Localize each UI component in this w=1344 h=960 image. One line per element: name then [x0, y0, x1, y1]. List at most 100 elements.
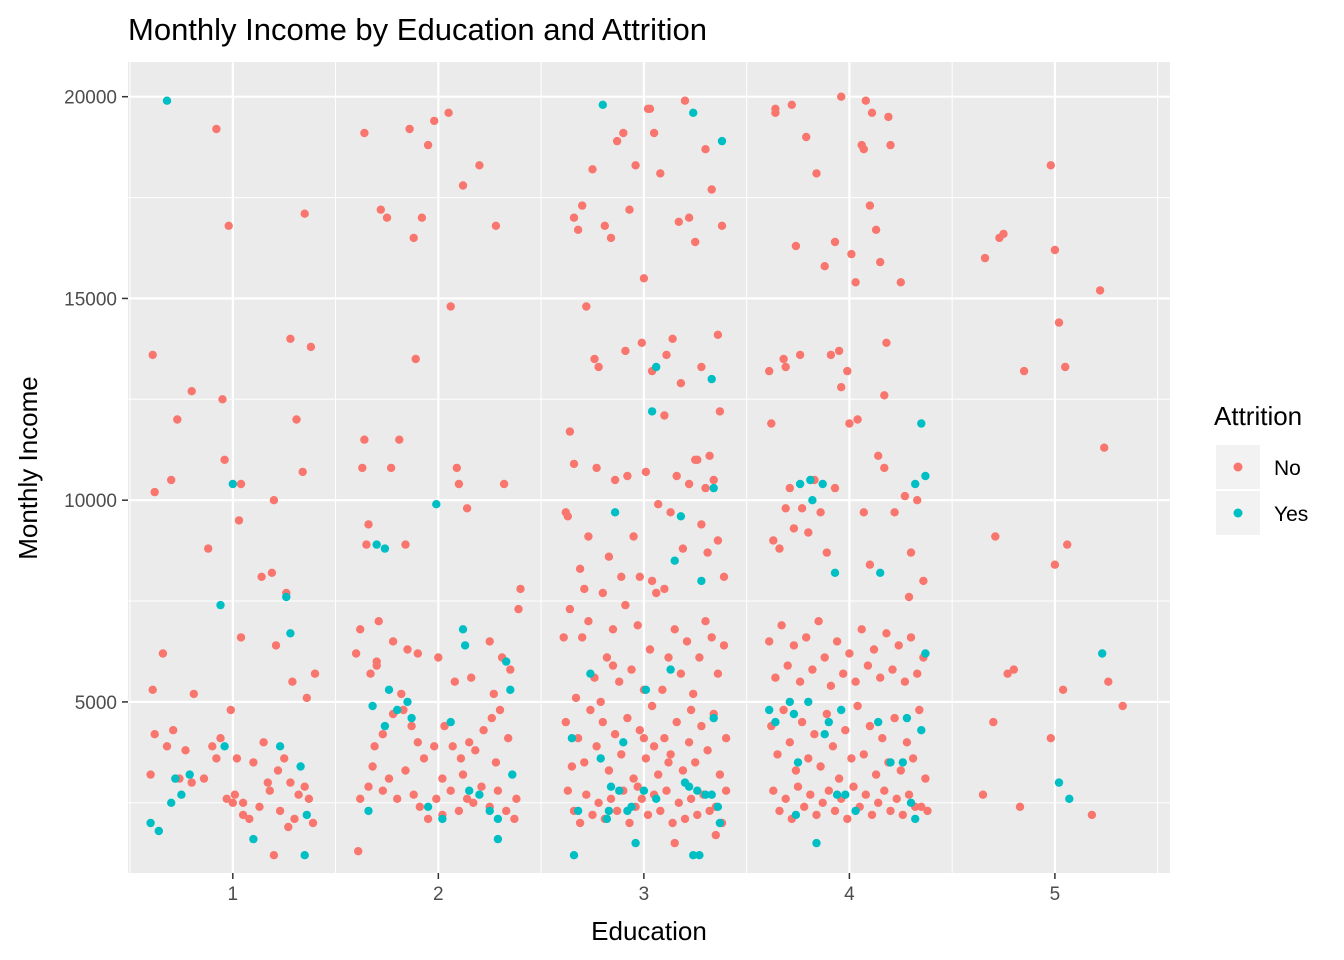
data-point: [830, 806, 840, 816]
data-point: [286, 629, 295, 638]
data-point: [502, 657, 511, 666]
data-point: [884, 112, 893, 122]
data-point: [444, 108, 453, 118]
data-point: [845, 419, 854, 428]
data-point: [654, 770, 663, 779]
data-point: [296, 762, 305, 771]
data-point: [559, 633, 568, 642]
data-point: [228, 798, 237, 807]
data-point: [775, 806, 784, 816]
data-point: [471, 746, 480, 755]
data-point: [148, 350, 157, 360]
data-point: [380, 721, 390, 731]
data-point: [684, 782, 694, 791]
data-point: [802, 633, 811, 642]
data-point: [711, 830, 720, 840]
data-point: [310, 669, 320, 678]
x-tick-label: 2: [433, 884, 444, 905]
data-point: [475, 161, 484, 170]
data-point: [508, 770, 517, 779]
data-point: [294, 790, 303, 799]
data-point: [830, 568, 840, 577]
data-point: [781, 504, 790, 513]
data-point: [769, 786, 778, 795]
data-point: [717, 221, 727, 230]
data-point: [456, 754, 466, 763]
data-point: [608, 661, 618, 670]
data-point: [417, 213, 427, 222]
data-point: [405, 124, 414, 134]
data-point: [816, 762, 825, 771]
data-point: [487, 713, 496, 723]
data-point: [701, 617, 710, 626]
data-point: [430, 742, 439, 751]
data-point: [1087, 810, 1097, 820]
data-point: [374, 617, 383, 626]
data-point: [510, 814, 519, 824]
data-point: [415, 802, 424, 811]
data-point: [232, 754, 242, 763]
data-point: [458, 770, 468, 779]
data-point: [913, 496, 922, 505]
data-point: [430, 116, 439, 126]
data-point: [575, 564, 585, 573]
data-point: [502, 806, 511, 816]
data-point: [382, 213, 392, 222]
y-tick-label: 20000: [64, 88, 117, 109]
data-point: [594, 798, 603, 807]
data-point: [360, 435, 369, 444]
data-point: [789, 524, 799, 533]
data-point: [785, 697, 794, 707]
data-point: [573, 806, 583, 816]
data-point: [216, 600, 225, 610]
data-point: [606, 782, 616, 791]
plot-panel: [128, 62, 1170, 873]
data-point: [606, 233, 616, 243]
data-point: [162, 742, 172, 751]
data-point: [234, 516, 244, 525]
data-point: [238, 810, 248, 820]
data-point: [635, 726, 644, 735]
data-point: [919, 576, 928, 586]
data-point: [880, 463, 889, 473]
data-point: [454, 479, 464, 489]
data-point: [351, 649, 361, 658]
data-point: [423, 140, 433, 150]
y-tick-label: 15000: [64, 289, 117, 310]
chart-title: Monthly Income by Education and Attritio…: [128, 12, 707, 47]
data-point: [633, 782, 642, 791]
data-point: [682, 637, 692, 646]
data-point: [467, 673, 476, 682]
data-point: [364, 806, 373, 816]
data-point: [610, 508, 620, 517]
data-point: [411, 354, 420, 364]
data-point: [286, 778, 295, 787]
data-point: [641, 754, 651, 763]
data-point: [921, 471, 930, 481]
data-point: [489, 689, 498, 699]
data-point: [458, 625, 468, 634]
data-point: [785, 483, 794, 493]
data-point: [820, 653, 829, 662]
data-point: [832, 790, 842, 799]
data-point: [504, 734, 513, 743]
data-point: [697, 520, 706, 529]
data-point: [627, 665, 636, 674]
data-point: [407, 713, 416, 723]
data-point: [900, 491, 910, 501]
data-point: [904, 592, 914, 602]
data-point: [575, 818, 585, 828]
data-point: [816, 508, 825, 517]
data-point: [580, 584, 589, 594]
data-point: [615, 677, 624, 686]
data-point: [767, 419, 776, 428]
data-point: [454, 806, 464, 816]
legend-label: No: [1274, 457, 1301, 480]
data-point: [709, 713, 718, 723]
data-point: [506, 665, 515, 674]
data-point: [565, 604, 575, 614]
y-tick-label: 5000: [75, 693, 117, 714]
data-point: [668, 334, 677, 343]
data-point: [765, 366, 774, 376]
